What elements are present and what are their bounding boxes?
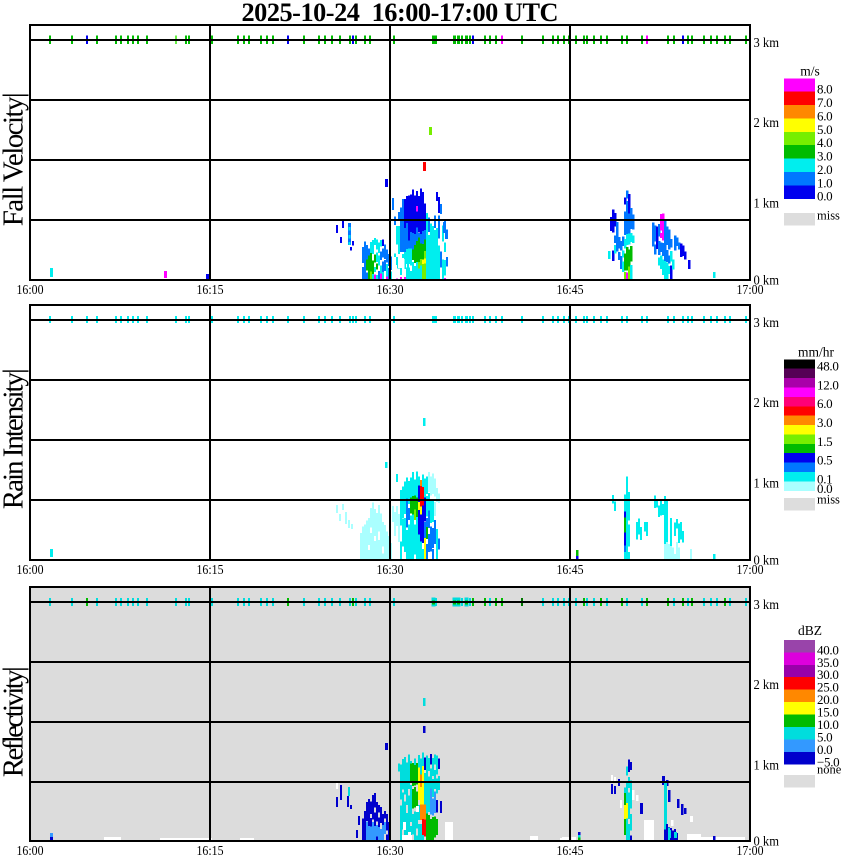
svg-text:25.0: 25.0 <box>817 680 839 695</box>
svg-text:m/s: m/s <box>800 64 820 79</box>
svg-text:0.1: 0.1 <box>817 471 832 486</box>
svg-text:16:15: 16:15 <box>197 843 224 858</box>
svg-text:dBZ: dBZ <box>798 623 822 638</box>
svg-text:0.0: 0.0 <box>817 189 832 204</box>
svg-text:3 km: 3 km <box>754 597 780 612</box>
svg-text:16:45: 16:45 <box>557 282 584 297</box>
svg-text:16:30: 16:30 <box>377 282 404 297</box>
svg-text:1.0: 1.0 <box>817 175 832 190</box>
svg-text:16:15: 16:15 <box>197 562 224 577</box>
svg-text:0 km: 0 km <box>754 553 780 568</box>
svg-text:16:15: 16:15 <box>197 282 224 297</box>
svg-text:1 km: 1 km <box>754 476 780 491</box>
svg-text:7.0: 7.0 <box>817 95 832 110</box>
svg-text:30.0: 30.0 <box>817 667 839 682</box>
svg-text:6.0: 6.0 <box>817 396 832 411</box>
svg-text:40.0: 40.0 <box>817 642 839 657</box>
svg-text:−5.0: −5.0 <box>817 754 839 769</box>
svg-text:2 km: 2 km <box>754 677 780 692</box>
svg-text:miss: miss <box>817 493 840 507</box>
svg-text:0 km: 0 km <box>754 834 780 849</box>
svg-text:12.0: 12.0 <box>817 378 839 393</box>
svg-text:8.0: 8.0 <box>817 82 832 97</box>
svg-text:0.0: 0.0 <box>817 481 832 496</box>
svg-text:15.0: 15.0 <box>817 705 839 720</box>
svg-text:0 km: 0 km <box>754 273 780 288</box>
svg-text:48.0: 48.0 <box>817 359 839 374</box>
svg-text:1 km: 1 km <box>754 758 780 773</box>
svg-text:16:45: 16:45 <box>557 562 584 577</box>
svg-text:3 km: 3 km <box>754 315 780 330</box>
svg-text:2 km: 2 km <box>754 395 780 410</box>
svg-text:5.0: 5.0 <box>817 729 832 744</box>
svg-text:0.0: 0.0 <box>817 742 832 757</box>
svg-text:6.0: 6.0 <box>817 108 832 123</box>
svg-text:none: none <box>817 763 842 777</box>
svg-text:Fall Velocity|: Fall Velocity| <box>0 92 30 226</box>
svg-text:4.0: 4.0 <box>817 135 832 150</box>
svg-text:20.0: 20.0 <box>817 692 839 707</box>
svg-text:5.0: 5.0 <box>817 122 832 137</box>
svg-text:2.0: 2.0 <box>817 162 832 177</box>
svg-text:16:00: 16:00 <box>17 282 44 297</box>
svg-text:2025-10-24 16:00-17:00 UTC: 2025-10-24 16:00-17:00 UTC <box>242 0 559 27</box>
svg-text:3.0: 3.0 <box>817 415 832 430</box>
svg-text:1 km: 1 km <box>754 196 780 211</box>
svg-text:3.0: 3.0 <box>817 149 832 164</box>
svg-text:mm/hr: mm/hr <box>798 344 835 359</box>
svg-text:miss: miss <box>817 209 840 223</box>
svg-text:Reflectivity|: Reflectivity| <box>0 666 30 777</box>
svg-text:16:45: 16:45 <box>557 843 584 858</box>
svg-text:1.5: 1.5 <box>817 434 832 449</box>
svg-text:35.0: 35.0 <box>817 655 839 670</box>
svg-text:16:00: 16:00 <box>17 562 44 577</box>
svg-text:0.5: 0.5 <box>817 453 832 468</box>
svg-text:17:00: 17:00 <box>737 843 764 858</box>
svg-text:16:30: 16:30 <box>377 843 404 858</box>
svg-text:17:00: 17:00 <box>737 282 764 297</box>
svg-text:16:30: 16:30 <box>377 562 404 577</box>
svg-text:16:00: 16:00 <box>17 843 44 858</box>
svg-text:3 km: 3 km <box>754 35 780 50</box>
svg-text:2 km: 2 km <box>754 115 780 130</box>
svg-text:17:00: 17:00 <box>737 562 764 577</box>
svg-text:10.0: 10.0 <box>817 717 839 732</box>
svg-text:Rain Intensity|: Rain Intensity| <box>0 368 30 509</box>
